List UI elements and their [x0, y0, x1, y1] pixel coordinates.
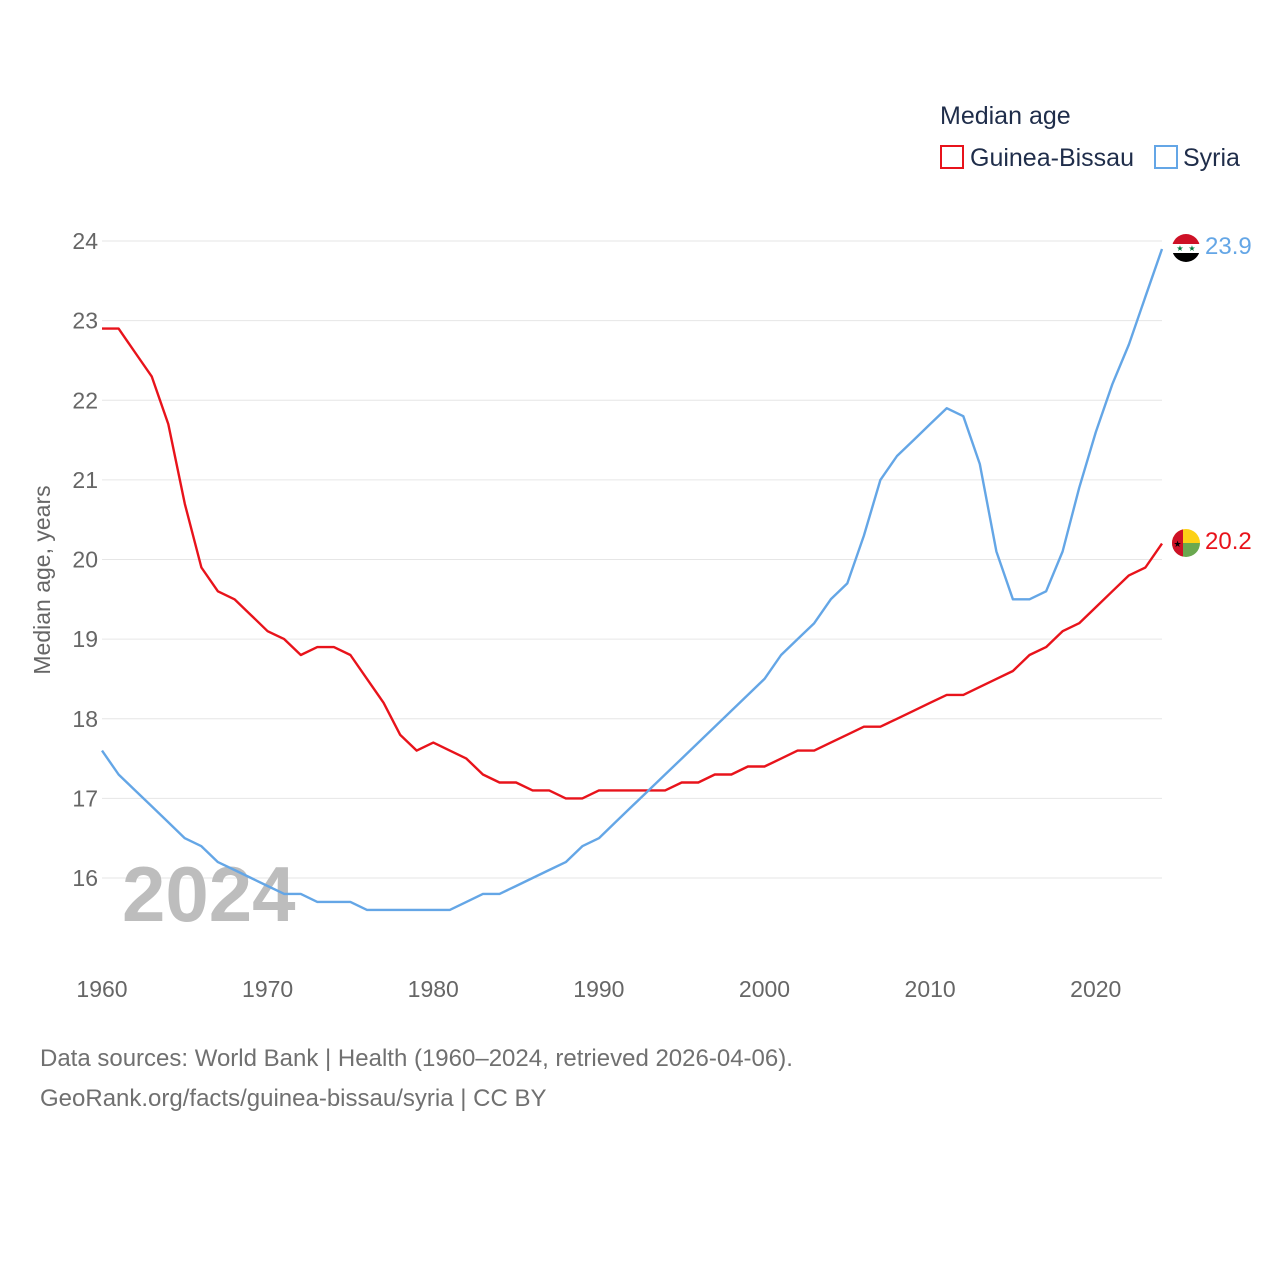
legend: Median age Guinea-Bissau Syria	[940, 102, 1240, 172]
y-axis-label: Median age, years	[29, 485, 55, 674]
legend-label-syria[interactable]: Syria	[1183, 144, 1240, 172]
y-tick-label: 16	[72, 865, 98, 891]
y-tick-label: 24	[72, 228, 98, 254]
x-tick-label: 2000	[739, 976, 790, 1002]
year-watermark: 2024	[122, 850, 296, 938]
svg-text:★: ★	[1173, 539, 1181, 549]
guinea-bissau-flag-icon: ★	[1172, 529, 1200, 557]
legend-swatch-syria[interactable]	[1154, 145, 1178, 169]
grid-lines	[102, 240, 1162, 879]
series-layer	[101, 248, 1164, 912]
x-tick-label: 2020	[1070, 976, 1121, 1002]
x-tick-label: 1960	[76, 976, 127, 1002]
end-label-syria: 23.9	[1205, 233, 1252, 260]
x-axis-ticks: 1960 1970 1980 1990 2000 2010 2020	[76, 976, 1121, 1002]
y-tick-label: 17	[72, 785, 98, 811]
source-line-2[interactable]: GeoRank.org/facts/guinea-bissau/syria | …	[40, 1085, 547, 1112]
svg-text:★: ★	[1176, 244, 1183, 253]
y-tick-label: 22	[72, 387, 98, 413]
x-tick-label: 1990	[573, 976, 624, 1002]
y-tick-label: 21	[72, 467, 98, 493]
y-tick-label: 19	[72, 626, 98, 652]
y-axis-ticks: 16 17 18 19 20 21 22 23 24	[72, 228, 98, 891]
y-tick-label: 20	[72, 547, 98, 573]
legend-title: Median age	[940, 102, 1071, 130]
series-line-syria[interactable]	[101, 248, 1164, 912]
y-tick-label: 23	[72, 308, 98, 334]
series-line-guinea-bissau[interactable]	[102, 327, 1163, 800]
y-tick-label: 18	[72, 706, 98, 732]
svg-text:★: ★	[1188, 244, 1195, 253]
end-label-guinea-bissau: 20.2	[1205, 528, 1252, 555]
legend-label-guinea-bissau[interactable]: Guinea-Bissau	[970, 144, 1134, 172]
legend-swatch-guinea-bissau[interactable]	[940, 145, 964, 169]
syria-flag-icon: ★ ★	[1172, 234, 1200, 262]
x-tick-label: 1970	[242, 976, 293, 1002]
source-line-1: Data sources: World Bank | Health (1960–…	[40, 1045, 793, 1072]
x-tick-label: 2010	[905, 976, 956, 1002]
x-tick-label: 1980	[408, 976, 459, 1002]
